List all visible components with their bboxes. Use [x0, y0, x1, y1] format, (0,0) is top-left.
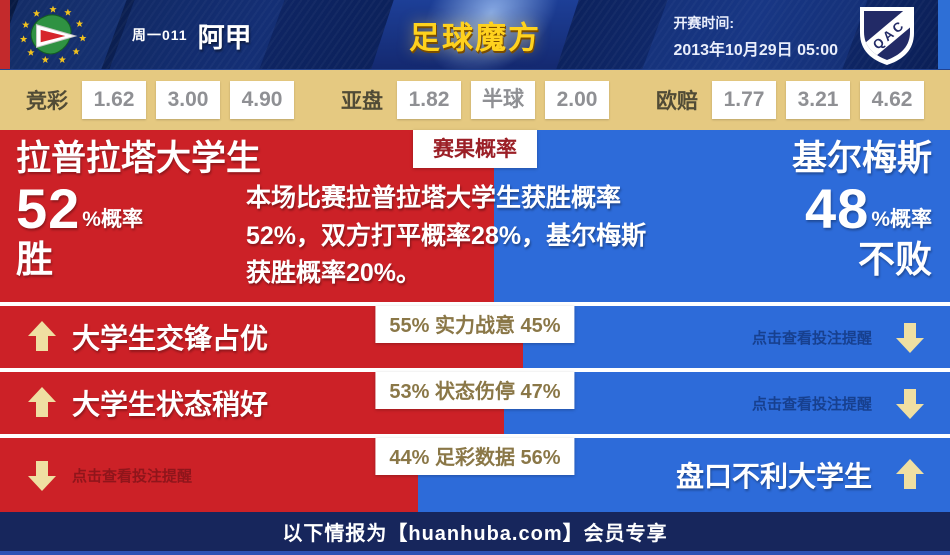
match-info: 周一011 阿甲 [132, 0, 252, 69]
odds-value: 3.21 [786, 81, 850, 119]
down-arrow-icon[interactable] [896, 321, 924, 353]
home-team-name: 拉普拉塔大学生 [16, 139, 262, 178]
league-name: 阿甲 [197, 22, 252, 53]
footer-banner: 以下情报为【huanhuba.com】会员专享 [0, 512, 950, 555]
factor-row-form: 大学生状态稍好 点击查看投注提醒 53% 状态伤停 47% [0, 372, 950, 434]
odds-label: 欧赔 [656, 90, 698, 113]
kickoff-info: 开赛时间: 2013年10月29日 05:00 [673, 13, 838, 60]
reminder-hint[interactable]: 点击查看投注提醒 [72, 467, 193, 485]
odds-label: 亚盘 [341, 90, 383, 113]
factor-row-lottery-data: 点击查看投注提醒 盘口不利大学生 44% 足彩数据 56% [0, 438, 950, 512]
odds-value: 1.62 [82, 81, 146, 119]
away-unbeaten-percent: 48 [805, 177, 870, 241]
odds-handicap: 半球 [471, 81, 535, 119]
divider [0, 302, 950, 306]
betting-reminder-link[interactable]: 点击查看投注提醒 [0, 438, 418, 512]
odds-group-oupei: 欧赔 1.77 3.21 4.62 [656, 81, 924, 119]
home-team-crest-icon [19, 5, 87, 63]
odds-value: 4.62 [860, 81, 924, 119]
up-arrow-icon [28, 387, 56, 419]
home-win-percent: 52 [16, 177, 81, 241]
away-percent-unit: %概率 [871, 208, 932, 232]
down-arrow-icon[interactable] [28, 459, 56, 491]
away-team-crest-icon: QAC [860, 7, 914, 65]
factor-percent-box: 55% 实力战意 45% [375, 306, 575, 343]
betting-reminder-link[interactable]: 点击查看投注提醒 [522, 306, 950, 368]
reminder-hint[interactable]: 点击查看投注提醒 [751, 329, 872, 347]
home-probability-block: 拉普拉塔大学生 52 %概率 胜 [16, 138, 261, 281]
odds-value: 3.00 [156, 81, 220, 119]
up-arrow-icon [896, 459, 924, 491]
factor-headline: 盘口不利大学生 [675, 461, 872, 492]
odds-group-jingcai: 竞彩 1.62 3.00 4.90 [26, 81, 294, 119]
divider [0, 368, 950, 372]
odds-value: 1.77 [712, 81, 776, 119]
away-team-name: 基尔梅斯 [791, 139, 932, 178]
match-header: 周一011 阿甲 足球魔方 开赛时间: 2013年10月29日 05:00 QA… [0, 0, 950, 70]
away-probability-block: 基尔梅斯 48 %概率 不败 [792, 138, 932, 281]
factor-percent-box: 53% 状态伤停 47% [375, 372, 575, 409]
factor-row-strength: 大学生交锋占优 点击查看投注提醒 55% 实力战意 45% [0, 306, 950, 368]
reminder-hint[interactable]: 点击查看投注提醒 [751, 395, 872, 413]
betting-reminder-link[interactable]: 点击查看投注提醒 [503, 372, 950, 434]
odds-value: 2.00 [545, 81, 609, 119]
kickoff-time: 2013年10月29日 05:00 [673, 42, 838, 59]
odds-bar: 竞彩 1.62 3.00 4.90 亚盘 1.82 半球 2.00 欧赔 1.7… [0, 70, 950, 130]
away-verdict: 不败 [858, 239, 932, 281]
odds-label: 竞彩 [26, 90, 68, 113]
site-logo: 足球魔方 [409, 20, 541, 55]
members-only-notice: 以下情报为【huanhuba.com】会员专享 [282, 523, 668, 545]
probability-summary: 本场比赛拉普拉塔大学生获胜概率52%，双方打平概率28%，基尔梅斯获胜概率20%… [246, 184, 647, 287]
result-probability-tab: 赛果概率 [413, 130, 537, 168]
home-verdict: 胜 [16, 239, 53, 281]
up-arrow-icon [28, 321, 56, 353]
divider [0, 434, 950, 438]
right-blue-edge [938, 0, 950, 69]
down-arrow-icon[interactable] [896, 387, 924, 419]
factor-headline: 大学生交锋占优 [72, 323, 269, 354]
factor-headline: 大学生状态稍好 [72, 389, 269, 420]
kickoff-label: 开赛时间: [673, 15, 735, 31]
odds-value: 4.90 [230, 81, 294, 119]
odds-group-yapan: 亚盘 1.82 半球 2.00 [341, 81, 609, 119]
probability-section: 赛果概率 拉普拉塔大学生 52 %概率 胜 本场比赛拉普拉塔大学生获胜概率52%… [0, 130, 950, 302]
factor-red-side: 大学生状态稍好 [0, 372, 504, 434]
factor-percent-box: 44% 足彩数据 56% [375, 438, 575, 475]
home-percent-unit: %概率 [82, 208, 143, 232]
left-red-edge [0, 0, 10, 69]
odds-value: 1.82 [397, 81, 461, 119]
match-code: 周一011 [132, 27, 188, 43]
home-probability-panel [0, 130, 494, 302]
